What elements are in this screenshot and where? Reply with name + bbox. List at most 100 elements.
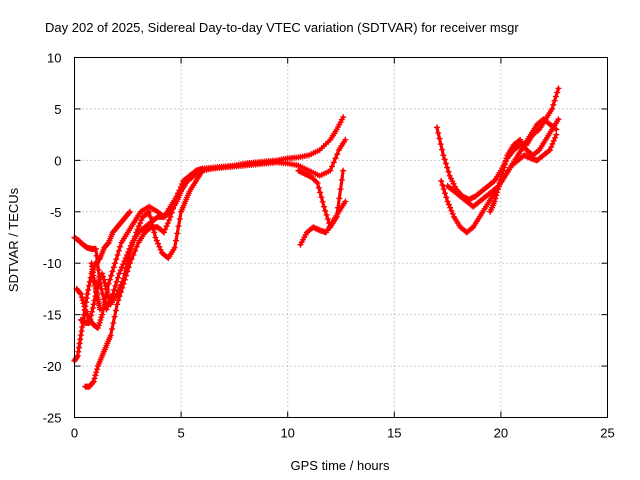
data-point	[185, 173, 192, 180]
series-track-5	[77, 167, 206, 326]
data-point	[494, 186, 501, 193]
data-point	[435, 129, 442, 136]
series-track-12	[487, 116, 562, 215]
data-point	[444, 198, 451, 205]
data-point	[116, 284, 123, 291]
data-point	[164, 220, 171, 227]
data-point	[155, 240, 162, 247]
data-point	[163, 223, 170, 230]
data-point	[94, 325, 101, 332]
data-point	[444, 164, 451, 171]
data-point	[337, 186, 344, 193]
data-point	[550, 137, 557, 144]
data-point	[551, 97, 558, 104]
y-tick-label: -5	[50, 205, 62, 220]
data-point	[110, 264, 117, 271]
data-point	[446, 172, 453, 179]
data-point	[324, 215, 331, 222]
data-point	[340, 167, 347, 174]
data-point	[99, 311, 106, 318]
data-point	[449, 210, 456, 217]
series-track-8	[297, 198, 349, 248]
data-point	[442, 160, 449, 167]
data-point	[119, 278, 126, 285]
series-track-11	[444, 116, 560, 210]
data-point	[490, 178, 497, 185]
data-point	[175, 223, 182, 230]
data-point	[168, 209, 175, 216]
data-point	[554, 89, 561, 96]
series-track-3	[71, 208, 133, 364]
data-point	[171, 244, 178, 251]
series-track-6	[88, 260, 104, 313]
data-point	[98, 314, 105, 321]
chart-title: Day 202 of 2025, Sidereal Day-to-day VTE…	[45, 20, 519, 35]
data-point	[152, 234, 159, 241]
data-point	[146, 208, 153, 215]
data-point	[340, 114, 347, 121]
data-point	[125, 255, 132, 262]
data-point	[100, 276, 107, 283]
data-point	[553, 131, 560, 138]
data-point	[548, 143, 555, 150]
data-point	[322, 207, 329, 214]
data-point	[342, 136, 349, 143]
data-point	[130, 251, 137, 258]
data-point	[162, 226, 169, 233]
data-point	[129, 241, 136, 248]
data-point	[176, 187, 183, 194]
data-point	[176, 215, 183, 222]
data-point	[113, 256, 120, 263]
data-point	[174, 230, 181, 237]
data-point	[115, 287, 122, 294]
data-point	[90, 301, 97, 308]
data-point	[502, 158, 509, 165]
data-point	[318, 194, 325, 201]
data-point	[501, 161, 508, 168]
data-point	[329, 163, 336, 170]
data-point	[336, 195, 343, 202]
data-point	[117, 243, 124, 250]
x-axis-label: GPS time / hours	[291, 458, 390, 473]
data-point	[448, 175, 455, 182]
data-point	[106, 295, 113, 302]
data-point	[101, 299, 108, 306]
data-point	[161, 229, 168, 236]
data-point	[500, 164, 507, 171]
data-point	[442, 190, 449, 197]
data-point	[126, 249, 133, 256]
data-point	[157, 246, 164, 253]
data-point	[545, 148, 552, 155]
data-point	[498, 173, 505, 180]
data-point	[95, 322, 102, 329]
data-point	[114, 274, 121, 281]
y-tick-label: 0	[54, 153, 61, 168]
x-tick-label: 15	[387, 426, 401, 441]
data-point	[102, 282, 109, 289]
y-tick-label: -15	[43, 308, 62, 323]
data-point	[104, 240, 111, 247]
data-point	[85, 286, 92, 293]
data-point	[78, 294, 85, 301]
data-point	[534, 148, 541, 155]
data-point	[121, 270, 128, 277]
data-point	[495, 183, 502, 190]
data-point	[443, 194, 450, 201]
data-point	[117, 281, 124, 288]
data-point	[132, 247, 139, 254]
data-point	[92, 245, 99, 252]
data-point	[110, 319, 117, 326]
data-point	[314, 179, 321, 186]
data-point	[550, 101, 557, 108]
data-point	[133, 229, 140, 236]
data-point	[120, 275, 127, 282]
data-point	[439, 146, 446, 153]
data-point	[175, 190, 182, 197]
data-point	[97, 306, 104, 313]
grid-layer	[74, 57, 608, 418]
data-point	[113, 278, 120, 285]
data-point	[549, 105, 556, 112]
data-point	[101, 279, 108, 286]
data-point	[96, 256, 103, 263]
